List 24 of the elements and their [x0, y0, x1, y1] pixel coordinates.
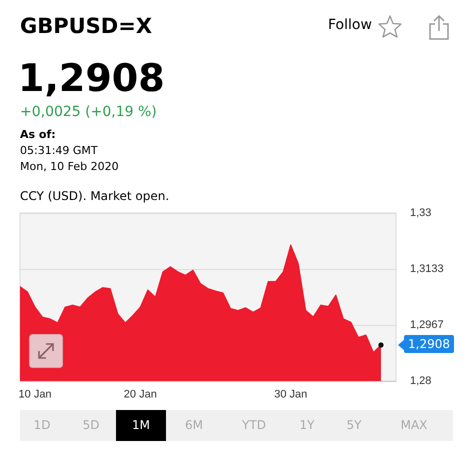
text: As of:: [20, 128, 56, 141]
text: YTD: [241, 417, 267, 434]
y-tick-label: 1,33: [410, 207, 432, 219]
y-tick-label: 1,2967: [410, 318, 444, 331]
text: 05:31:49 GMT: [20, 144, 98, 157]
y-tick-label: 1,3133: [410, 263, 444, 276]
text: CCY (USD). Market open.: [20, 189, 170, 203]
text: MAX: [400, 417, 428, 434]
text: 6M: [184, 417, 204, 434]
x-tick-label: 10 Jan: [18, 388, 52, 400]
text: Follow: [328, 17, 372, 33]
text: 1Y: [298, 417, 316, 434]
x-tick-label: 30 Jan: [274, 388, 308, 400]
text: 1D: [32, 417, 52, 434]
text: 5D: [82, 417, 100, 434]
chart-title: GBPUSD=X: [20, 14, 152, 38]
x-tick-label: 20 Jan: [124, 388, 157, 400]
text: +0,0025 (+0,19 %): [20, 104, 157, 120]
text: Mon, 10 Feb 2020: [20, 160, 119, 173]
text: 5Y: [346, 417, 362, 434]
text: 1,2908: [404, 334, 454, 353]
text: 1M: [116, 410, 166, 441]
text: 1,2908: [18, 56, 165, 100]
y-tick-label: 1,28: [410, 375, 432, 387]
